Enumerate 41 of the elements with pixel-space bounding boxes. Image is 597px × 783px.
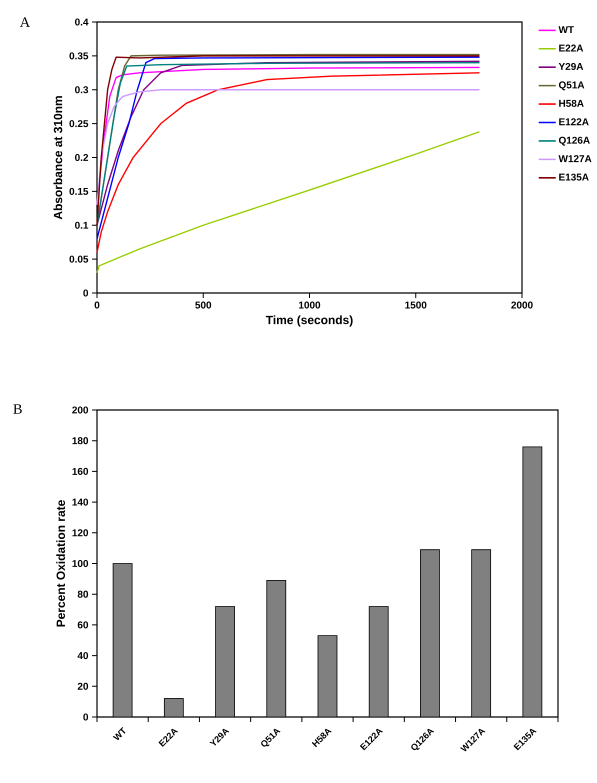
y-tick-label: 120: [72, 529, 88, 536]
y-tick-label: 0.3: [75, 86, 88, 94]
y-tick-label: 0: [83, 713, 88, 721]
legend-label: W127A: [558, 155, 592, 162]
y-tick-label: 40: [78, 652, 88, 660]
x-tick-label: WT: [112, 727, 126, 740]
x-tick-label: 500: [195, 302, 212, 309]
line-series: [96, 131, 480, 274]
chart-title: A: [20, 17, 30, 27]
y-tick-label: 60: [78, 621, 88, 628]
legend-label: E122A: [559, 118, 589, 126]
chart-title: B: [13, 404, 22, 414]
y-tick-label: 180: [72, 437, 88, 444]
x-tick-label: 2000: [511, 302, 533, 309]
legend-label: Q51A: [559, 81, 584, 90]
x-axis-title: Time (seconds): [266, 315, 353, 327]
x-tick-label: 1000: [299, 302, 320, 309]
legend-label: E135A: [559, 174, 589, 181]
y-tick-label: 80: [78, 590, 88, 598]
y-tick-label: 160: [72, 468, 88, 475]
y-tick-label: 20: [78, 682, 88, 690]
legend-label: H58A: [559, 100, 584, 107]
legend-label: Y29A: [558, 62, 584, 70]
y-tick-label: 0.35: [70, 52, 88, 60]
y-tick-label: 0.1: [75, 222, 88, 229]
y-axis-title: Absorbance at 310nm: [54, 96, 62, 220]
y-tick-label: 200: [72, 406, 88, 414]
y-tick-label: 0.4: [75, 18, 89, 26]
x-tick-label: 1500: [405, 302, 427, 309]
y-tick-label: 100: [72, 560, 88, 568]
y-tick-label: 0: [83, 289, 88, 297]
x-tick-label: 0: [94, 302, 100, 309]
y-axis-title: Percent Oxidation rate: [56, 500, 66, 626]
y-tick-label: 0.15: [70, 188, 88, 195]
legend-label: E22A: [559, 44, 584, 52]
legend-label: WT: [558, 26, 574, 34]
y-tick-label: 0.25: [70, 120, 88, 128]
y-tick-label: 0.2: [75, 154, 88, 162]
y-tick-label: 0.05: [70, 256, 88, 263]
legend-label: Q126A: [559, 136, 590, 146]
y-tick-label: 140: [72, 498, 88, 506]
